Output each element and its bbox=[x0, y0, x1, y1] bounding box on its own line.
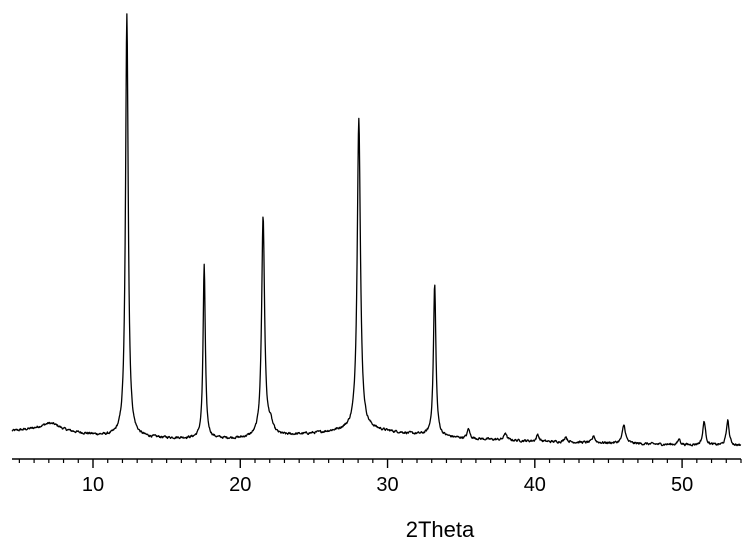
x-axis: 10 20 30 40 50 2Theta bbox=[12, 458, 742, 542]
plot-area bbox=[11, 13, 742, 447]
x-axis-title: 2Theta bbox=[406, 517, 475, 542]
diffraction-pattern-line bbox=[11, 13, 742, 447]
x-tick-label: 20 bbox=[229, 474, 251, 496]
x-tick-label: 50 bbox=[671, 474, 693, 496]
x-tick-labels: 10 20 30 40 50 bbox=[82, 474, 693, 496]
x-minor-ticks bbox=[18, 459, 742, 463]
x-tick-label: 40 bbox=[524, 474, 546, 496]
x-major-ticks bbox=[92, 459, 683, 468]
x-tick-label: 30 bbox=[376, 474, 398, 496]
x-tick-label: 10 bbox=[82, 474, 104, 496]
